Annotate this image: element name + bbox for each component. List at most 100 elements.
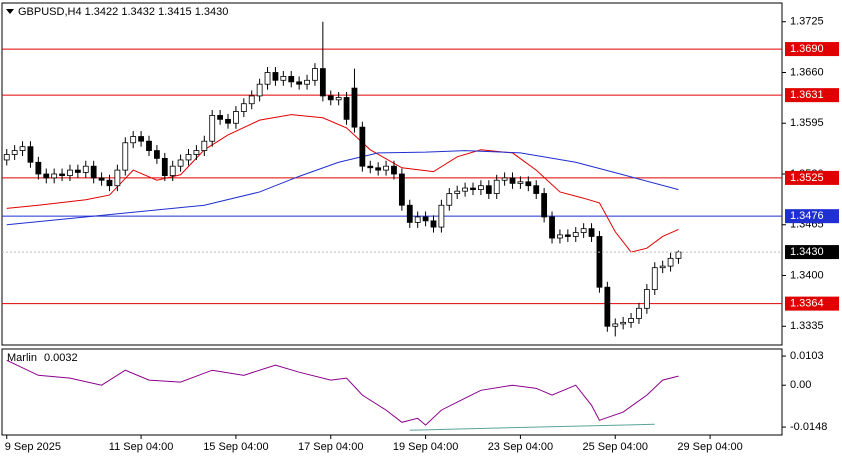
candle-body: [406, 204, 413, 223]
candle-body: [667, 257, 674, 267]
candle-body: [51, 173, 58, 179]
level-label-box: [785, 209, 839, 224]
candle-body: [248, 95, 255, 105]
oscillator-value: 0.0032: [44, 352, 78, 364]
x-tick-label: 9 Sep 2025: [5, 441, 61, 453]
candle-body: [335, 97, 342, 101]
candle-body: [422, 216, 429, 222]
y-tick-label: 1.3335: [790, 320, 824, 332]
y-tick-label: 1.3400: [790, 269, 824, 281]
candle-body: [280, 75, 287, 81]
title-arrow: [6, 9, 14, 14]
last-price-box: [785, 245, 839, 260]
candle-body: [27, 146, 34, 163]
level-label-box: [785, 296, 839, 311]
candle-body: [264, 72, 271, 85]
x-tick-label: 25 Sep 04:00: [583, 441, 648, 453]
moving-average: [6, 150, 679, 226]
candle-body: [3, 154, 10, 161]
y2-tick-label: 0.0103: [790, 350, 824, 362]
candle-body: [572, 232, 579, 237]
candle-body: [430, 220, 437, 228]
candle-body: [525, 181, 532, 187]
candle-body: [59, 173, 65, 176]
candle-body: [74, 169, 81, 173]
candle-body: [383, 165, 389, 171]
candle-body: [659, 265, 666, 269]
candle-body: [628, 318, 634, 323]
oscillator-line: [6, 359, 679, 426]
candle-body: [82, 165, 89, 173]
candle-body: [185, 154, 192, 161]
y-tick-label: 1.3595: [790, 117, 824, 129]
candle-body: [161, 157, 168, 176]
candle-body: [90, 165, 97, 179]
candle-body: [288, 75, 295, 83]
candle-body: [153, 150, 160, 159]
candle-body: [193, 150, 200, 155]
candle-body: [501, 177, 508, 181]
y2-tick-label: -0.0148: [790, 421, 827, 433]
candle-body: [596, 236, 603, 288]
candle-body: [643, 289, 650, 309]
level-label-box: [785, 42, 839, 57]
candle-body: [375, 167, 382, 171]
candle-body: [470, 187, 476, 191]
x-tick-label: 15 Sep 04:00: [203, 441, 268, 453]
level-label: 1.3525: [790, 172, 824, 184]
candle-body: [351, 87, 358, 128]
candle-body: [509, 177, 516, 184]
last-price-label: 1.3430: [790, 246, 824, 258]
x-tick-label: 23 Sep 04:00: [488, 441, 553, 453]
candle-body: [256, 83, 263, 97]
candle-body: [557, 234, 563, 239]
y-tick-label: 1.3725: [790, 16, 824, 28]
moving-average: [6, 114, 679, 253]
level-label: 1.3364: [790, 298, 824, 310]
candle-body: [533, 185, 540, 194]
candle-body: [612, 323, 619, 327]
candle-body: [146, 140, 152, 151]
candle-body: [240, 103, 247, 112]
candle-body: [138, 136, 144, 142]
candle-body: [327, 95, 334, 101]
candle-body: [549, 216, 555, 239]
candle-body: [580, 228, 587, 233]
oscillator-name: Marlin: [7, 352, 37, 364]
candle-body: [114, 169, 121, 187]
candle-body: [517, 181, 524, 184]
candle-body: [414, 216, 421, 223]
candle-body: [454, 190, 461, 194]
candle-body: [122, 142, 129, 171]
candle-body: [209, 115, 216, 142]
candle-body: [312, 68, 318, 81]
candle-body: [98, 177, 105, 181]
level-label: 1.3631: [790, 89, 824, 101]
candle-body: [11, 150, 18, 155]
y2-tick-label: 0.00: [790, 379, 811, 391]
candle-body: [651, 267, 658, 290]
candle-body: [177, 159, 184, 167]
candle-body: [19, 146, 26, 151]
y-tick-label: 1.3660: [790, 66, 824, 78]
candle-body: [588, 228, 595, 237]
level-label-box: [785, 170, 839, 185]
x-tick-label: 29 Sep 04:00: [677, 441, 742, 453]
x-tick-label: 11 Sep 04:00: [109, 441, 174, 453]
level-label-box: [785, 88, 839, 103]
candle-body: [675, 251, 682, 259]
candle-body: [225, 118, 231, 124]
level-label: 1.3476: [790, 210, 824, 222]
candle-body: [304, 79, 310, 85]
candle-body: [359, 126, 366, 167]
candle-body: [438, 204, 445, 228]
candle-body: [478, 185, 484, 191]
candle-body: [541, 193, 548, 218]
oscillator-panel: [1, 348, 783, 436]
candle-body: [43, 173, 50, 179]
candle-body: [67, 169, 73, 176]
candle-body: [367, 165, 374, 169]
candle-body: [564, 234, 571, 237]
